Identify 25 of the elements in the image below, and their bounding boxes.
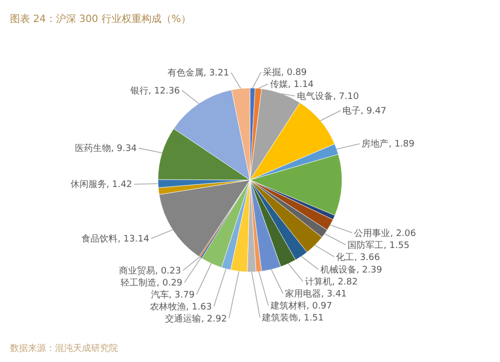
source-note: 数据来源：混沌天成研究院 [10, 343, 118, 354]
slice-label: 汽车, 3.79 [150, 289, 195, 300]
slice-label: 国防军工, 1.55 [348, 240, 410, 251]
slice-label: 银行, 12.36 [129, 85, 180, 96]
slice-label: 交通运输, 2.92 [165, 313, 227, 324]
slice-label: 建筑装饰, 1.51 [260, 312, 324, 324]
slice-label: 有色金属, 3.21 [167, 68, 230, 79]
slice-label: 电子, 9.47 [342, 105, 386, 116]
slice-label: 农林牧渔, 1.63 [150, 301, 212, 312]
slice-label: 公用事业, 2.06 [354, 228, 416, 239]
slice-label: 医药生物, 9.34 [75, 143, 138, 154]
slice-label: 轻工制造, 0.29 [120, 277, 183, 288]
chart-title: 图表 24：沪深 300 行业权重构成（%） [10, 13, 191, 25]
slice-label: 采掘, 0.89 [263, 67, 308, 78]
slice-label: 传媒, 1.14 [270, 79, 314, 90]
slice-label: 化工, 3.66 [336, 252, 380, 263]
slice-label: 电气设备, 7.10 [297, 91, 360, 102]
slice-label: 机械设备, 2.39 [320, 264, 382, 276]
slice-label: 建筑材料, 0.97 [269, 300, 332, 312]
slice-label: 计算机, 2.82 [304, 276, 358, 288]
slice-label: 房地产, 1.89 [362, 138, 415, 150]
slice-label: 家用电器, 3.41 [285, 288, 347, 300]
slice-label: 食品饮料, 13.14 [82, 233, 150, 244]
slice-label: 商业贸易, 0.23 [119, 265, 181, 276]
slice-label: 休闲服务, 1.42 [70, 179, 132, 190]
